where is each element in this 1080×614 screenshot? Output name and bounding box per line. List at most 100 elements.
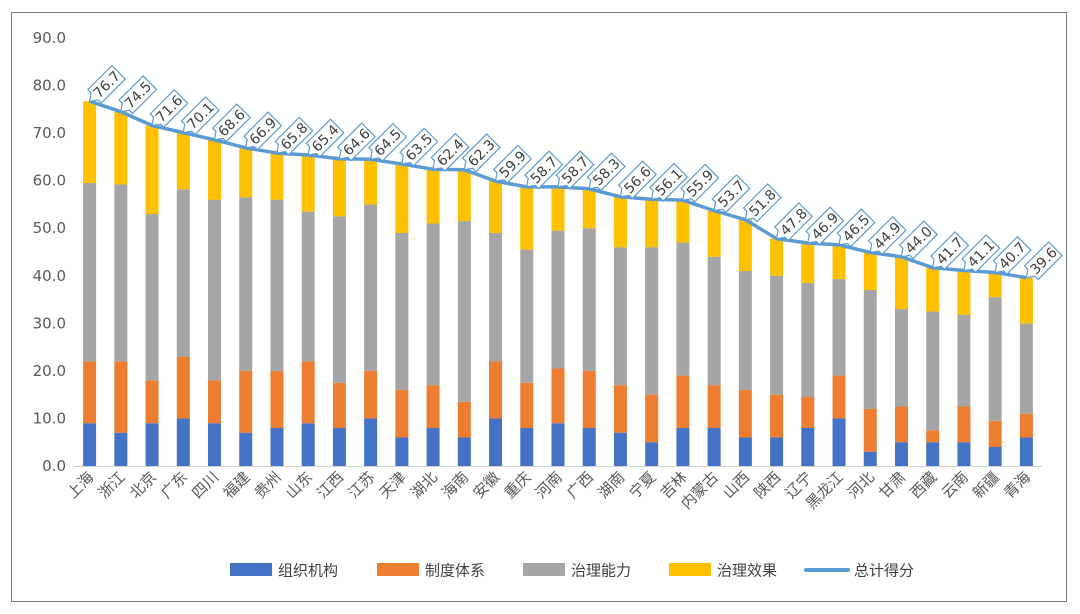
category-label: 甘肃 xyxy=(875,468,909,502)
bar-segment xyxy=(520,249,534,383)
bar-segment xyxy=(926,430,940,443)
legend-item[interactable]: 治理效果 xyxy=(669,562,777,580)
bar-segment xyxy=(332,427,346,466)
bar-segment xyxy=(239,432,253,466)
data-label-box xyxy=(180,96,220,136)
bar-segment xyxy=(801,397,815,428)
bar-segment xyxy=(301,154,315,212)
legend-item[interactable]: 制度体系 xyxy=(377,562,485,580)
bar-segment xyxy=(426,169,440,224)
bar-segment xyxy=(863,290,877,409)
bar-segment xyxy=(457,437,471,466)
legend-item[interactable]: 治理能力 xyxy=(523,562,631,580)
bar-segment xyxy=(801,427,815,466)
data-label-box xyxy=(461,133,501,173)
category-label: 山西 xyxy=(719,468,753,502)
bar-segment xyxy=(270,199,284,371)
bar-segment xyxy=(239,370,253,433)
bar-segment xyxy=(489,181,503,233)
bar-segment xyxy=(457,221,471,402)
category-label: 福建 xyxy=(220,468,254,502)
bar-segment xyxy=(894,406,908,443)
legend-label: 制度体系 xyxy=(425,562,485,580)
data-label-box xyxy=(430,132,470,172)
category-label: 新疆 xyxy=(969,468,1003,502)
legend-label: 治理效果 xyxy=(717,562,777,580)
bar-segment xyxy=(738,271,752,390)
data-label-box xyxy=(617,160,658,200)
bar-segment xyxy=(426,223,440,386)
bar-segment xyxy=(364,204,378,371)
y-tick-label: 90.0 xyxy=(33,29,66,47)
category-label: 湖南 xyxy=(594,468,628,502)
y-tick-label: 20.0 xyxy=(33,362,66,380)
bar-segment xyxy=(707,210,721,257)
data-label: 44.0 xyxy=(898,220,939,260)
category-label: 江苏 xyxy=(345,468,379,502)
y-tick-label: 0.0 xyxy=(42,457,66,475)
bar-segment xyxy=(270,153,284,200)
bar-segment xyxy=(582,228,596,371)
data-label-box xyxy=(274,116,314,156)
legend-item[interactable]: 组织机构 xyxy=(230,562,338,580)
bars xyxy=(83,101,1033,466)
data-label-box xyxy=(243,111,283,151)
legend-swatch xyxy=(377,563,419,576)
data-labels: 76.774.571.670.168.666.965.865.464.664.5… xyxy=(86,64,1063,281)
category-label: 贵州 xyxy=(251,468,285,502)
category-label: 云南 xyxy=(938,468,972,502)
bar-segment xyxy=(957,442,971,466)
bar-segment xyxy=(1019,277,1033,324)
data-label-box xyxy=(680,163,720,203)
bar-segment xyxy=(770,394,784,438)
data-label-box xyxy=(555,150,595,190)
bar-segment xyxy=(801,282,815,398)
legend-item[interactable]: 总计得分 xyxy=(804,562,914,580)
bar-segment xyxy=(801,242,815,283)
bar-segment xyxy=(83,101,97,184)
bar-segment xyxy=(988,446,1002,466)
y-tick-label: 50.0 xyxy=(33,219,66,237)
category-label: 海南 xyxy=(438,468,472,502)
category-label: 山东 xyxy=(282,468,316,502)
data-label: 62.3 xyxy=(461,133,501,173)
data-label: 76.7 xyxy=(86,64,127,104)
bar-segment xyxy=(613,196,627,248)
bar-segment xyxy=(426,385,440,428)
bar-segment xyxy=(863,408,877,452)
legend-swatch xyxy=(230,563,272,576)
category-label: 广东 xyxy=(157,468,191,502)
bar-segment xyxy=(520,427,534,466)
y-tick-label: 60.0 xyxy=(33,172,66,190)
bar-segment xyxy=(676,427,690,466)
bar-segment xyxy=(176,356,190,419)
data-label-box xyxy=(586,152,626,192)
bar-segment xyxy=(332,382,346,428)
bar-segment xyxy=(551,230,565,369)
data-label: 71.6 xyxy=(149,88,189,129)
bar-segment xyxy=(301,423,315,466)
data-label-box xyxy=(961,233,1001,274)
data-label-box xyxy=(649,162,689,202)
bar-segment xyxy=(738,437,752,466)
legend[interactable]: 组织机构 制度体系 治理能力 治理效果 总计得分 xyxy=(230,562,914,580)
category-label: 浙江 xyxy=(95,468,129,502)
bar-segment xyxy=(457,401,471,438)
bar-segment xyxy=(176,189,190,357)
data-label-box xyxy=(930,231,970,271)
y-tick-label: 80.0 xyxy=(33,77,66,95)
bar-segment xyxy=(395,164,409,233)
bar-segment xyxy=(551,423,565,466)
bar-segment xyxy=(114,432,128,466)
bar-segment xyxy=(894,442,908,466)
bar-segment xyxy=(520,382,534,428)
category-label: 陕西 xyxy=(750,468,784,502)
bar-segment xyxy=(176,418,190,466)
bar-segment xyxy=(332,158,346,217)
bar-segment xyxy=(645,247,659,395)
category-label: 北京 xyxy=(126,468,160,502)
category-label: 湖北 xyxy=(407,468,441,502)
bar-segment xyxy=(489,418,503,466)
bar-segment xyxy=(114,184,128,362)
data-label-box xyxy=(898,220,939,260)
